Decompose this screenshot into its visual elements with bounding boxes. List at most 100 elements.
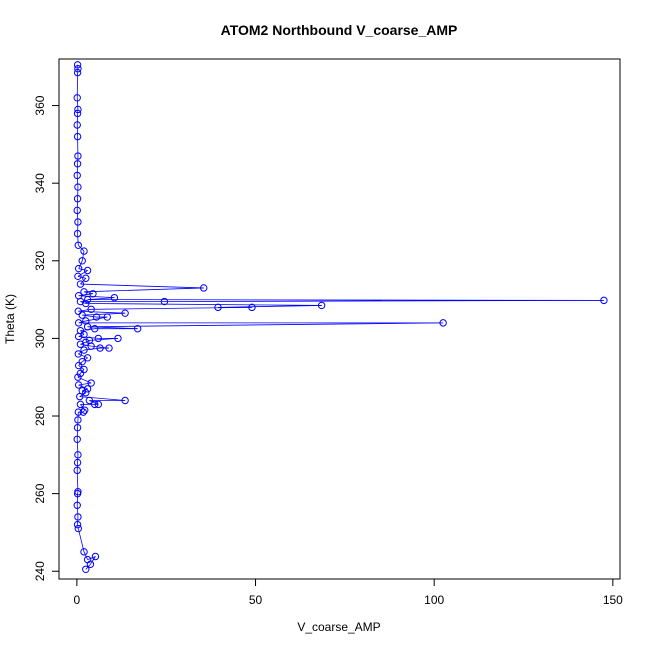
y-tick-label: 360 [33,95,47,115]
data-point [73,68,82,77]
data-point [74,408,82,416]
data-point [92,313,101,321]
series-segment [76,175,79,188]
y-tick-label: 240 [33,561,47,581]
y-tick-label: 280 [33,406,47,426]
series-segment [87,322,444,328]
data-point [73,132,82,141]
data-point [91,552,100,561]
x-tick-label: 150 [603,593,623,607]
data-point [74,451,82,459]
x-tick-label: 50 [249,593,263,607]
series-segment [87,326,138,330]
data-point [94,400,103,409]
y-tick-label: 320 [33,250,47,270]
series-segment [78,244,85,252]
chart-title: ATOM2 Northbound V_coarse_AMP [221,22,458,38]
series-segment [78,310,126,314]
y-tick-label: 260 [33,483,47,503]
data-point [74,307,82,315]
series-segment [78,361,83,366]
data-point [121,309,129,317]
data-point [80,548,88,556]
data-point [82,565,90,573]
data-point [80,346,88,354]
data-point [317,301,326,310]
series-segment [82,409,86,413]
data-point [74,152,82,160]
data-point [91,325,99,333]
series-segment [87,297,115,300]
series-segment [80,277,87,285]
series-segment [80,283,204,289]
data-point [83,555,92,564]
series-segment [80,330,85,335]
data-point [73,206,81,215]
data-point [74,381,83,389]
data-point [73,458,82,467]
data-point [214,303,222,312]
data-point [110,293,119,302]
series-segment [76,439,79,455]
data-point [96,344,104,352]
x-axis-label: V_coarse_AMP [297,620,380,634]
series-segment [77,270,88,277]
series-segment [78,382,92,386]
series-segment [76,97,79,110]
data-point [91,400,99,409]
data-point [73,195,82,203]
data-point [73,94,81,102]
series-segment [87,556,96,560]
data-point [76,326,85,335]
data-point [74,105,82,114]
data-point [73,61,82,69]
data-point [83,385,92,393]
data-point [73,435,81,443]
series-segment [77,233,79,246]
series-points [73,61,608,573]
data-point [73,121,81,129]
data-point [73,109,82,118]
data-point [74,487,82,496]
y-tick-label: 300 [33,328,47,348]
data-point [73,520,82,529]
data-point [74,65,82,73]
series-segment [77,275,86,279]
data-point [83,266,92,275]
data-point [74,513,82,521]
x-tick-label: 0 [74,593,81,607]
series-segment [78,295,115,299]
data-point [105,344,113,352]
data-point [82,389,90,397]
data-point [74,373,82,381]
data-point [78,311,86,319]
data-point [87,379,95,387]
y-axis: 240 260 280 300 320 340 360 [33,95,60,581]
series-segment [78,320,86,324]
x-axis: 0 50 100 150 [74,578,623,607]
data-point [74,350,82,358]
data-point [80,365,88,374]
series-segment [85,303,322,306]
data-point [133,325,142,333]
data-point [76,280,85,288]
data-point [73,423,82,432]
y-axis-label: Theta (K) [3,294,17,344]
data-point [80,247,88,255]
data-point [82,317,90,325]
data-point [103,313,111,321]
series-segment [76,210,79,223]
data-point [74,218,82,226]
series-segment [81,251,85,261]
series-segment [80,369,85,374]
data-point [83,295,92,304]
data-point [80,288,88,296]
data-point [74,241,82,249]
series-segment [77,373,81,378]
series-segment [87,299,604,301]
data-point [74,264,83,273]
data-point [200,284,208,292]
data-point [114,334,122,343]
data-point [73,160,82,168]
